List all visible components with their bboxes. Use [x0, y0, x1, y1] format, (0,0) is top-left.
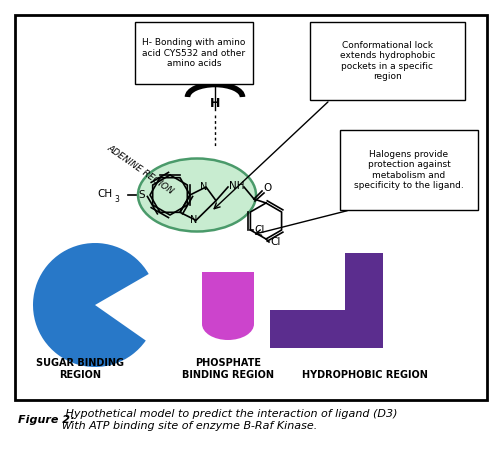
Text: CH: CH	[98, 189, 113, 199]
Text: Figure 2:: Figure 2:	[18, 415, 74, 425]
Text: Conformational lock
extends hydrophobic
pockets in a specific
region: Conformational lock extends hydrophobic …	[339, 41, 434, 81]
Ellipse shape	[138, 158, 256, 232]
Text: NH: NH	[228, 181, 244, 191]
Bar	[344, 253, 382, 348]
Text: Cl: Cl	[254, 225, 264, 235]
Wedge shape	[33, 243, 148, 367]
Text: HYDROPHOBIC REGION: HYDROPHOBIC REGION	[302, 370, 427, 380]
Text: SUGAR BINDING
REGION: SUGAR BINDING REGION	[36, 358, 124, 379]
Text: Cl: Cl	[270, 237, 280, 247]
Bar	[310, 22, 464, 100]
Text: ADENINE REGION: ADENINE REGION	[105, 144, 174, 196]
Text: Hypothetical model to predict the interaction of ligand (D3)
with ATP binding si: Hypothetical model to predict the intera…	[62, 409, 397, 431]
Text: H: H	[209, 97, 220, 110]
Text: N: N	[190, 216, 197, 225]
Text: 3: 3	[114, 194, 119, 203]
Bar	[270, 310, 382, 348]
Text: PHOSPHATE
BINDING REGION: PHOSPHATE BINDING REGION	[182, 358, 274, 379]
Bar	[201, 272, 254, 324]
Text: O: O	[263, 183, 271, 193]
Bar	[135, 22, 253, 84]
Bar	[339, 130, 477, 210]
Text: Halogens provide
protection against
metabolism and
specificity to the ligand.: Halogens provide protection against meta…	[353, 150, 463, 190]
Bar	[15, 15, 486, 400]
Text: H- Bonding with amino
acid CYS532 and other
amino acids: H- Bonding with amino acid CYS532 and ot…	[142, 38, 245, 68]
Ellipse shape	[201, 308, 254, 340]
Text: S: S	[138, 190, 145, 200]
Text: N: N	[200, 182, 207, 192]
